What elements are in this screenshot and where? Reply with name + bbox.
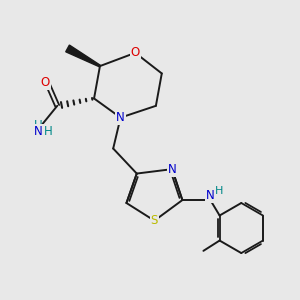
Text: H: H <box>44 125 52 138</box>
Text: O: O <box>41 76 50 89</box>
Text: N: N <box>116 111 125 124</box>
Text: N: N <box>168 163 176 176</box>
Text: O: O <box>131 46 140 59</box>
Text: N: N <box>34 125 43 138</box>
Text: S: S <box>151 214 158 227</box>
Text: N: N <box>206 189 214 202</box>
Polygon shape <box>66 45 100 67</box>
Text: H: H <box>214 186 223 196</box>
Text: H: H <box>34 119 43 132</box>
